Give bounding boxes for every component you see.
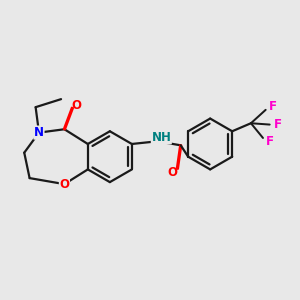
- Text: O: O: [59, 178, 69, 190]
- Text: O: O: [167, 166, 177, 179]
- Text: F: F: [274, 118, 282, 131]
- Text: F: F: [266, 135, 274, 148]
- Text: N: N: [34, 126, 44, 139]
- Text: F: F: [269, 100, 277, 113]
- Text: NH: NH: [152, 131, 171, 144]
- Text: O: O: [71, 99, 81, 112]
